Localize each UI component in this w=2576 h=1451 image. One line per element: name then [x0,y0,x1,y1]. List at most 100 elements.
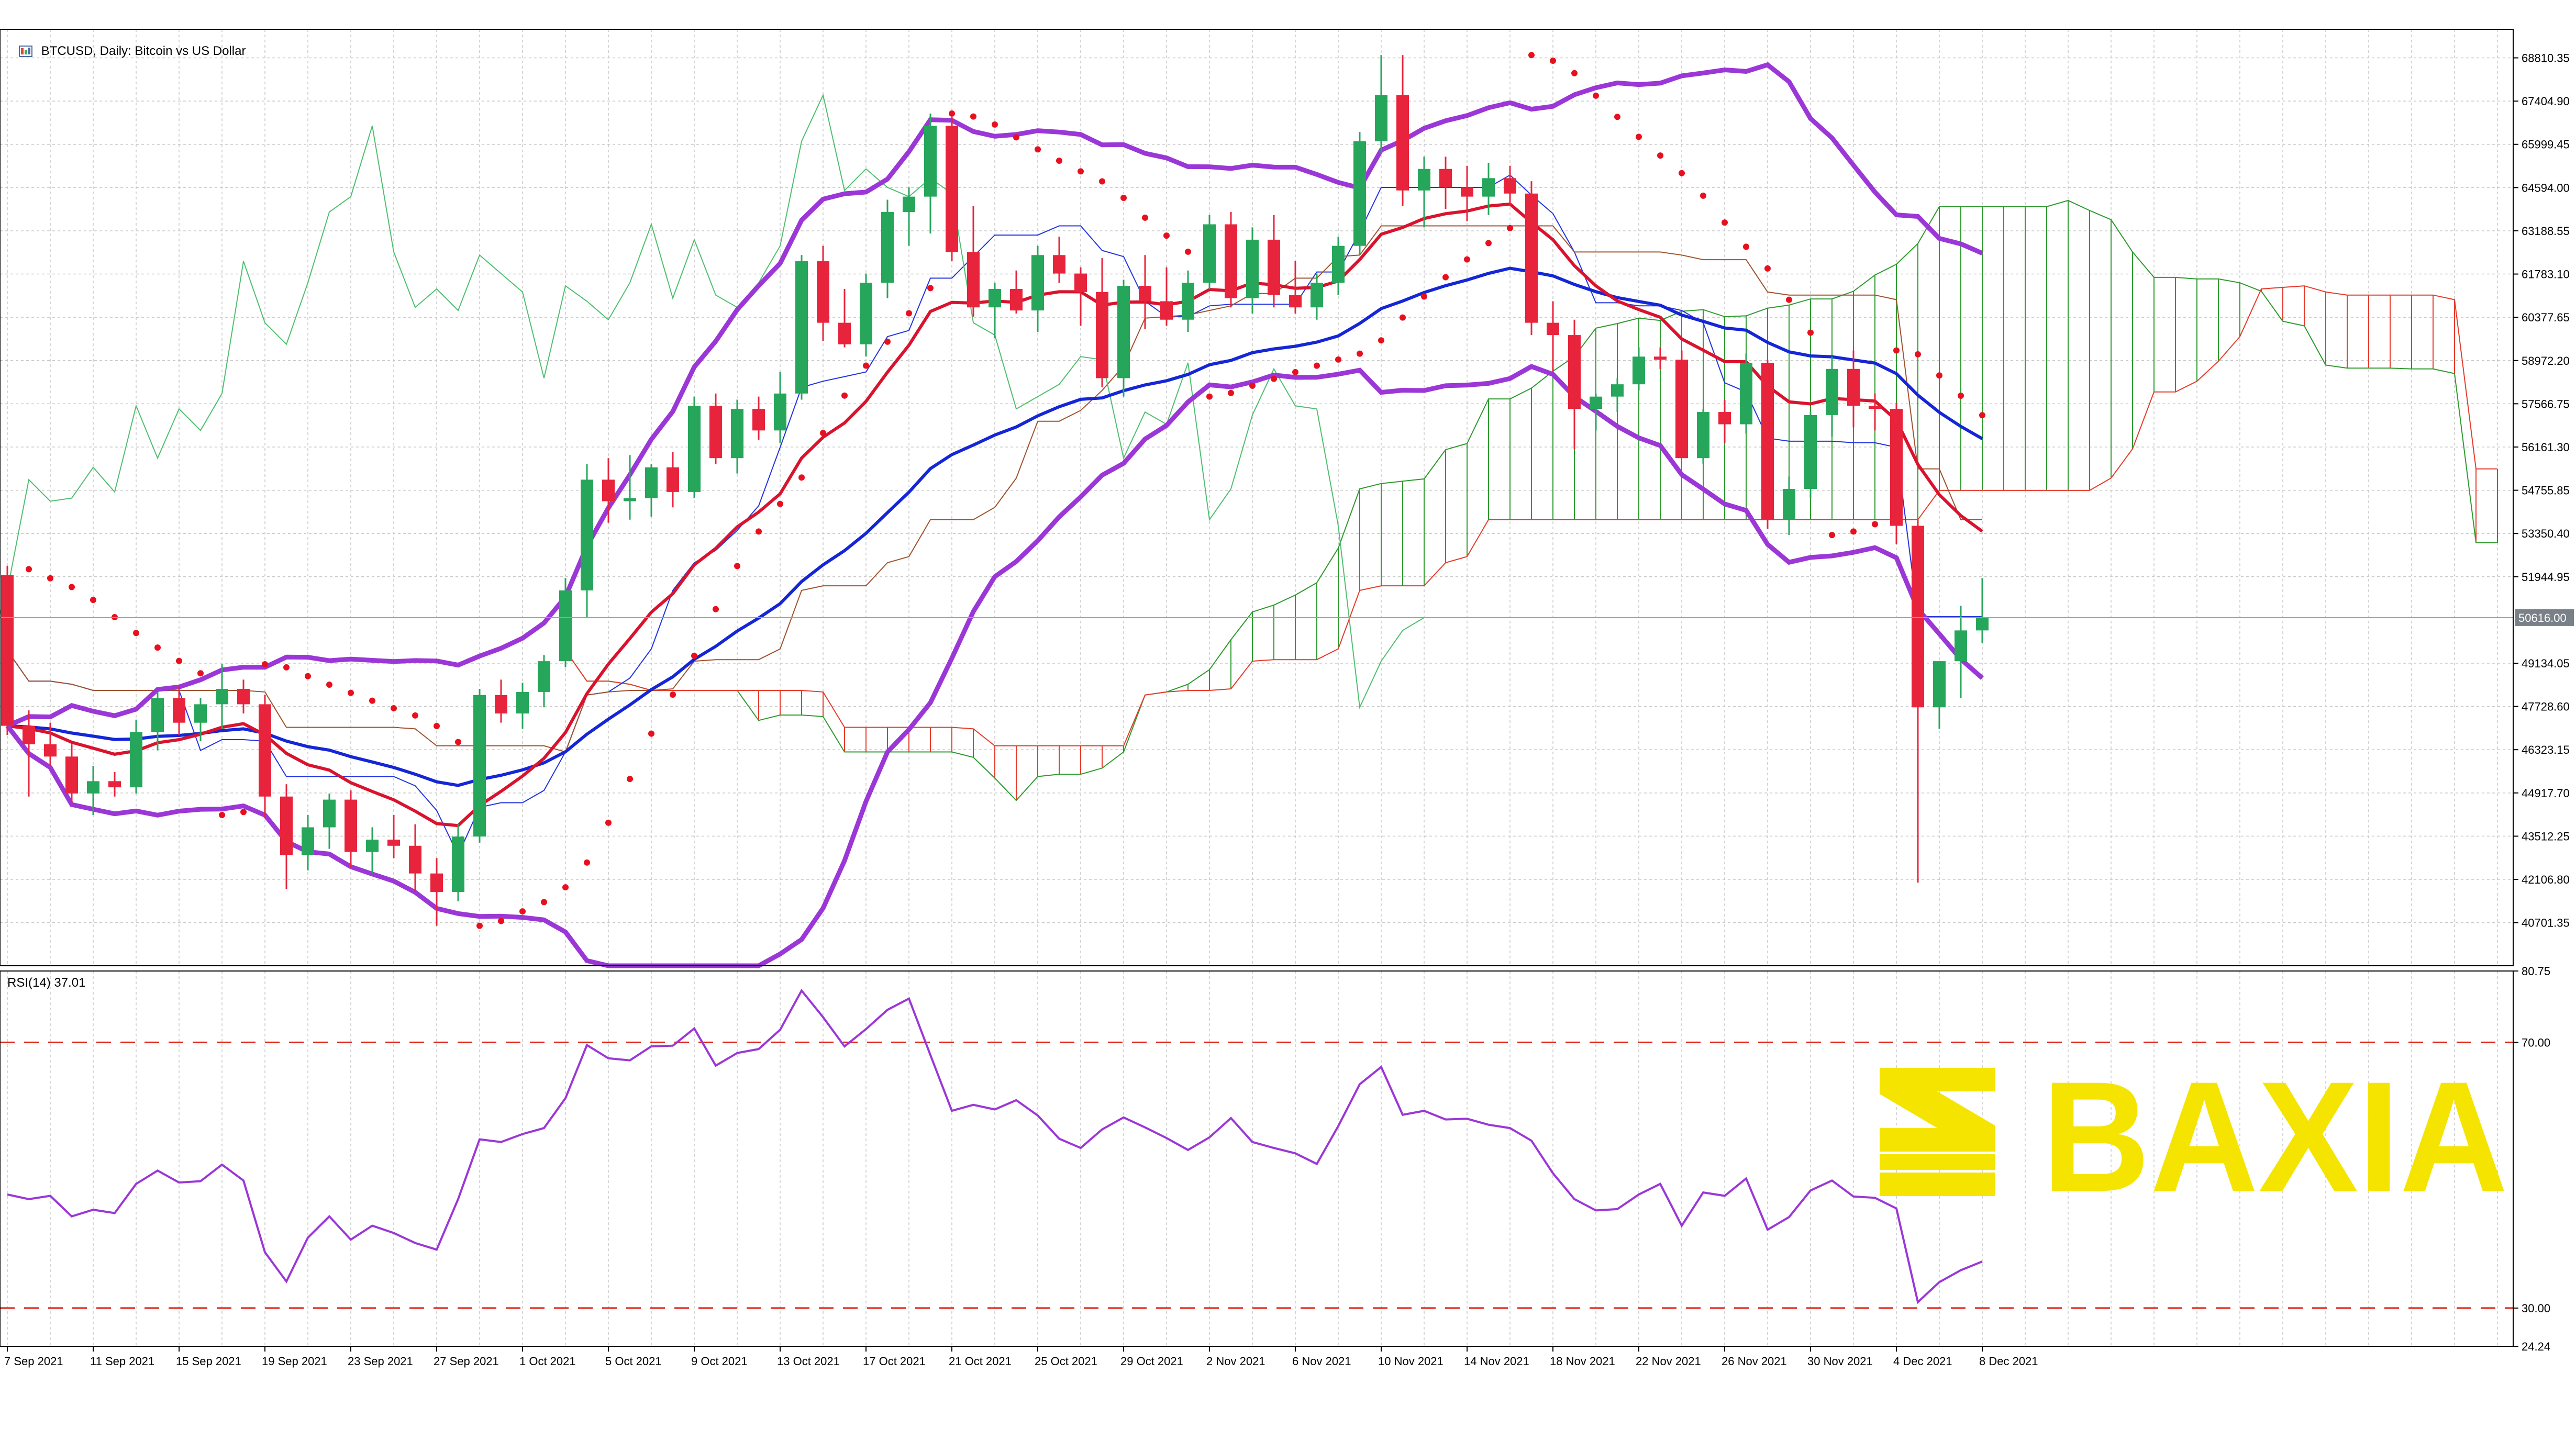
tenkan-sen [7,174,1982,856]
candle [216,664,228,729]
candle-body [280,796,293,855]
candle-body [1525,193,1538,323]
x-tick-label: 26 Nov 2021 [1722,1355,1787,1368]
baxia-logo: BAXIA [1880,1048,2508,1224]
candle-body [731,409,743,459]
candle [1182,270,1194,332]
sar-dot [906,310,912,317]
senkou-b [565,285,2497,746]
sar-dot [1679,170,1685,176]
candle [23,710,35,797]
candle [280,784,293,889]
candle [302,815,314,870]
candle-body [1697,412,1709,459]
candle-body [1,575,14,726]
candle-body [1890,409,1903,526]
candle-body [1590,396,1602,409]
sar-dot [584,859,590,866]
sar-dot [176,657,182,664]
y-tick-label: 60377.65 [2522,311,2570,324]
candle [795,255,808,400]
candle-body [1311,283,1323,308]
watermark-text: BAXIA [2042,1048,2508,1224]
candle [1847,350,1860,428]
sar-dot [1099,178,1105,185]
candle-body [881,212,894,283]
sar-dot [884,338,891,345]
sar-dot [1228,389,1234,396]
sar-dot [1807,329,1814,336]
sar-dot [283,664,290,671]
candle [1740,353,1752,434]
candle-body [1654,356,1667,360]
sar-dot [992,121,998,128]
x-tick-label: 4 Dec 2021 [1893,1355,1952,1368]
candle-body [538,661,550,692]
sar-dot [1829,532,1835,539]
candle [1697,409,1709,464]
sar-dot [648,730,654,737]
candle [1,565,14,735]
candle-body [1246,239,1259,298]
candle-body [1976,617,1989,631]
axes: 68810.35 67404.90 65999.45 64594.00 63188.55… [0,29,2574,1368]
sar-dot [713,606,719,612]
sar-dot [1893,347,1900,354]
candle [903,187,915,246]
sar-dot [26,566,32,573]
x-tick-label: 13 Oct 2021 [777,1355,840,1368]
candle-body [1396,95,1409,191]
candle-body [903,196,915,213]
candle-body [1633,356,1645,385]
candle [1976,578,1989,643]
x-tick-label: 5 Oct 2021 [605,1355,662,1368]
candle [452,824,464,901]
x-tick-label: 27 Sep 2021 [434,1355,499,1368]
sar-dot [47,575,53,582]
sar-dot [326,682,332,688]
candle [1890,403,1903,544]
ma-slow-line [7,266,1983,787]
y-tick-label: 54755.85 [2522,484,2570,497]
candle-body [1418,169,1430,191]
candle-body [65,756,78,794]
candle-body [1504,178,1516,194]
candle [1504,165,1516,206]
candle-body [602,479,615,501]
sar-dot [1314,362,1320,369]
sar-dot [734,563,740,570]
candle-body [1439,169,1452,187]
y-tick-label: 49134.05 [2522,657,2570,670]
sar-dot [1185,248,1191,255]
candle [1912,519,1924,883]
candle-body [860,283,872,344]
rsi-line [7,988,1983,1304]
candle-body [1783,488,1795,520]
candle-body [1482,178,1495,197]
candle-body [1740,363,1752,425]
sar-dot [455,739,461,745]
sar-dot [1421,293,1427,300]
sar-dot [1571,70,1578,76]
candle [1869,393,1881,431]
candle-body [774,393,786,431]
sar-dot [1872,521,1878,528]
y-tick-label: 67404.90 [2522,95,2570,108]
y-tick-label: 56161.30 [2522,441,2570,454]
candle [989,283,1001,338]
candle-body [1117,286,1130,378]
sar-dot [970,113,976,120]
candle-body [151,698,164,732]
candle [1826,356,1838,437]
rsi-label: RSI(14) 37.01 [7,976,86,990]
candle-body [1869,406,1881,409]
y-tick-label: 57566.75 [2522,397,2570,410]
indicator-lines [0,62,1984,968]
x-tick-label: 2 Nov 2021 [1206,1355,1265,1368]
candle [1074,267,1087,326]
sar-dot [927,285,934,292]
candle [1675,350,1688,459]
sar-dot [412,712,418,719]
candle-body [1847,369,1860,406]
